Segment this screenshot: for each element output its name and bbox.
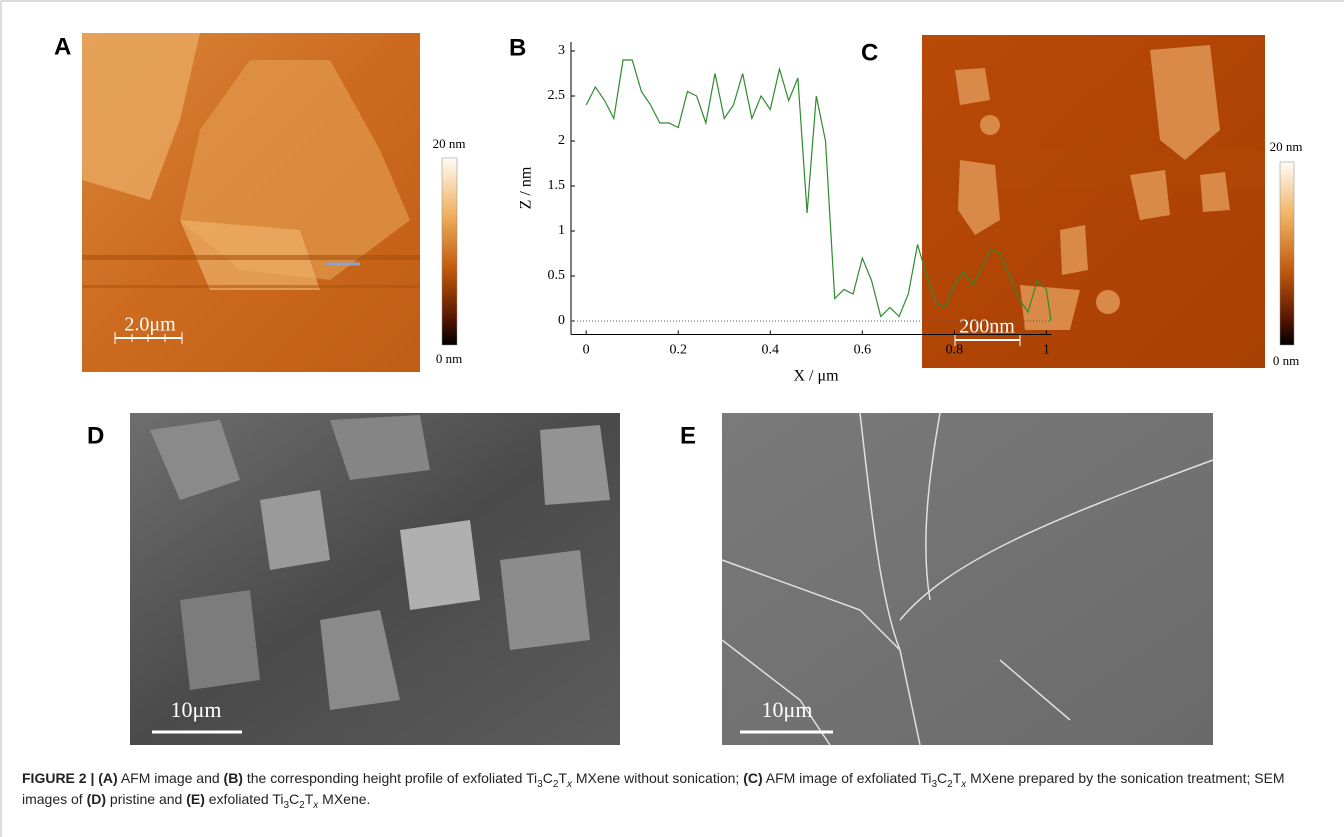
colorbar (1280, 162, 1294, 345)
y-tick-label: 1 (558, 223, 565, 238)
y-tick-label: 3 (558, 43, 565, 58)
y-tick-label: 0.5 (548, 268, 566, 283)
y-tick-label: 2 (558, 133, 565, 148)
scale-bar-label: 10μm (171, 697, 222, 722)
caption-run: C (937, 770, 947, 786)
caption-run: (B) (224, 770, 243, 786)
colorbar (442, 158, 457, 345)
colorbar-min: 0 nm (436, 351, 462, 366)
panel-label: E (680, 422, 696, 449)
x-tick-label: 1 (1043, 343, 1050, 358)
caption-run: AFM image and (118, 770, 224, 786)
y-tick-label: 2.5 (548, 88, 566, 103)
caption-run: T (953, 770, 962, 786)
figure-canvas: A B C D E 2.0μm 20 nm 0 nm 200nm (0, 0, 1344, 837)
caption-run: exfoliated Ti (205, 791, 284, 807)
colorbar-max: 20 nm (1270, 139, 1303, 154)
sem-image-d (130, 413, 620, 745)
scale-bar-label: 10μm (762, 697, 813, 722)
scale-bar-label: 2.0μm (124, 314, 176, 336)
x-tick-label: 0.6 (854, 343, 872, 358)
caption-run: T (305, 791, 314, 807)
y-tick-label: 1.5 (548, 178, 566, 193)
caption-run: MXene without sonication; (572, 770, 743, 786)
caption-run: the corresponding height profile of exfo… (243, 770, 537, 786)
caption-run: (C) (743, 770, 762, 786)
sem-image-e (722, 413, 1213, 745)
caption-run: MXene. (318, 791, 370, 807)
x-axis-label: X / μm (793, 368, 839, 385)
x-tick-label: 0.2 (669, 343, 687, 358)
x-tick-label: 0 (583, 343, 590, 358)
caption-run: (D) (87, 791, 106, 807)
caption-run: (A) (98, 770, 117, 786)
panel-label: A (54, 33, 71, 60)
x-tick-label: 0.8 (946, 343, 964, 358)
panel-label: B (509, 34, 526, 61)
panel-label: C (861, 39, 878, 66)
caption-run: T (558, 770, 567, 786)
caption-run: AFM image of exfoliated Ti (763, 770, 932, 786)
colorbar-min: 0 nm (1273, 353, 1299, 368)
y-tick-label: 0 (558, 313, 565, 328)
caption-run: FIGURE 2 | (22, 770, 98, 786)
caption-run: C (289, 791, 299, 807)
caption-run: (E) (186, 791, 205, 807)
caption: FIGURE 2 | (A) AFM image and (B) the cor… (22, 768, 1322, 810)
y-axis-label: Z / nm (518, 166, 535, 209)
figure: A B C D E 2.0μm 20 nm 0 nm 200nm (0, 0, 1344, 837)
colorbar-max: 20 nm (433, 136, 466, 151)
caption-run: pristine and (106, 791, 186, 807)
panel-label: D (87, 422, 104, 449)
caption-run: C (543, 770, 553, 786)
x-tick-label: 0.4 (762, 343, 780, 358)
